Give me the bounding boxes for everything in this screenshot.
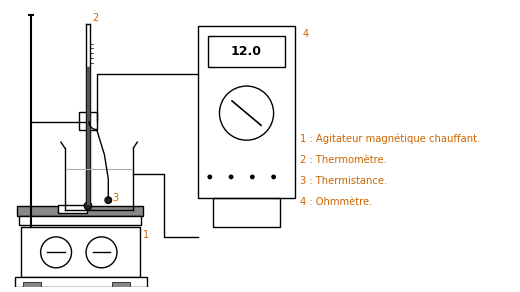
Text: 4 : Ohmmètre.: 4 : Ohmmètre. (300, 197, 372, 207)
Circle shape (271, 175, 276, 179)
Circle shape (84, 202, 92, 210)
Bar (19, 215, 141, 225)
Text: 4: 4 (303, 29, 309, 39)
Bar (16, 277, 147, 287)
Bar (79, 112, 97, 130)
Circle shape (207, 175, 212, 179)
Text: 1 : Agitateur magnétique chauffant.: 1 : Agitateur magnétique chauffant. (300, 133, 480, 143)
Bar (208, 36, 285, 67)
Text: 1: 1 (143, 230, 149, 240)
Bar (17, 206, 143, 215)
Bar (213, 198, 280, 227)
Text: 2: 2 (92, 13, 98, 23)
Text: 3 : Thermistance.: 3 : Thermistance. (300, 176, 387, 186)
Circle shape (105, 197, 112, 204)
Bar (21, 227, 140, 277)
Bar (23, 282, 41, 287)
Text: 3: 3 (112, 193, 118, 203)
Text: 12.0: 12.0 (231, 45, 262, 58)
Circle shape (229, 175, 233, 179)
Bar (198, 26, 295, 198)
Bar (112, 282, 129, 287)
Text: 2 : Thermomètre.: 2 : Thermomètre. (300, 154, 386, 164)
Circle shape (250, 175, 255, 179)
Bar (58, 205, 87, 213)
